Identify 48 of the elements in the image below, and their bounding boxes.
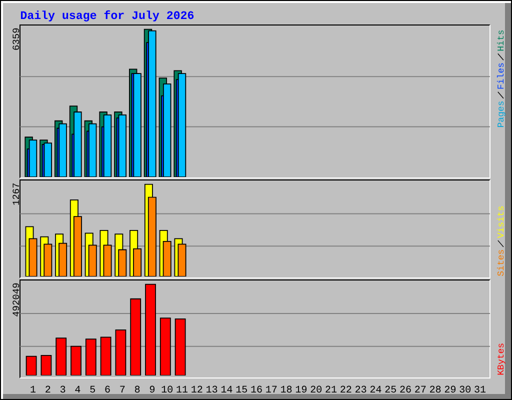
x-tick-label: 6 (105, 386, 110, 393)
text: Pages (498, 101, 506, 128)
x-tick-label: 17 (266, 386, 277, 392)
x-tick-label: 15 (236, 386, 247, 393)
x-tick-label: 4 (75, 386, 80, 392)
bar (115, 329, 126, 376)
x-tick-label: 21 (326, 386, 337, 392)
x-tick-label: 28 (430, 386, 441, 393)
bar (40, 354, 52, 376)
x-tick-label: 8 (134, 386, 140, 393)
x-tick-label: 18 (281, 386, 292, 393)
x-tick-label: 25 (385, 386, 396, 393)
text: KBytes (498, 344, 506, 375)
bar (103, 244, 112, 276)
x-tick-label: 19 (296, 386, 307, 393)
x-tick-label: 12 (192, 386, 202, 392)
x-tick-label: 11 (176, 386, 188, 392)
x-tick-label: 29 (444, 386, 456, 393)
x-tick-label: 13 (206, 386, 218, 393)
x-tick-label: 24 (370, 386, 382, 392)
text: Visits (496, 206, 504, 238)
bar (118, 249, 127, 276)
x-tick-label: 14 (221, 386, 232, 392)
text: 6359 (12, 28, 20, 50)
x-tick-label: 3 (60, 386, 66, 393)
bar (178, 244, 186, 276)
x-tick-label: 30 (460, 386, 470, 393)
x-tick-label: 23 (356, 386, 366, 393)
x-tick-label: 16 (251, 386, 262, 393)
x-tick-label: 26 (400, 386, 411, 393)
text: 1267 (12, 183, 20, 205)
bar (28, 238, 38, 276)
text: Files (496, 63, 504, 89)
bar (44, 244, 52, 276)
text: 492049 (12, 283, 20, 316)
x-tick-label: 31 (474, 386, 486, 393)
x-tick-label: 5 (90, 386, 95, 393)
chart-title: Daily usage for July 2026 (20, 10, 194, 22)
x-tick-label: 1 (30, 386, 36, 392)
text: Hits (496, 30, 504, 51)
x-tick-label: 20 (310, 386, 322, 393)
x-tick-label: 27 (415, 386, 426, 392)
x-tick-label: 10 (162, 386, 172, 393)
x-tick-label: 9 (150, 386, 155, 393)
text: Sites (496, 250, 504, 276)
x-tick-label: 7 (120, 386, 125, 392)
x-tick-label: 22 (340, 386, 352, 392)
x-tick-label: 2 (46, 386, 50, 392)
